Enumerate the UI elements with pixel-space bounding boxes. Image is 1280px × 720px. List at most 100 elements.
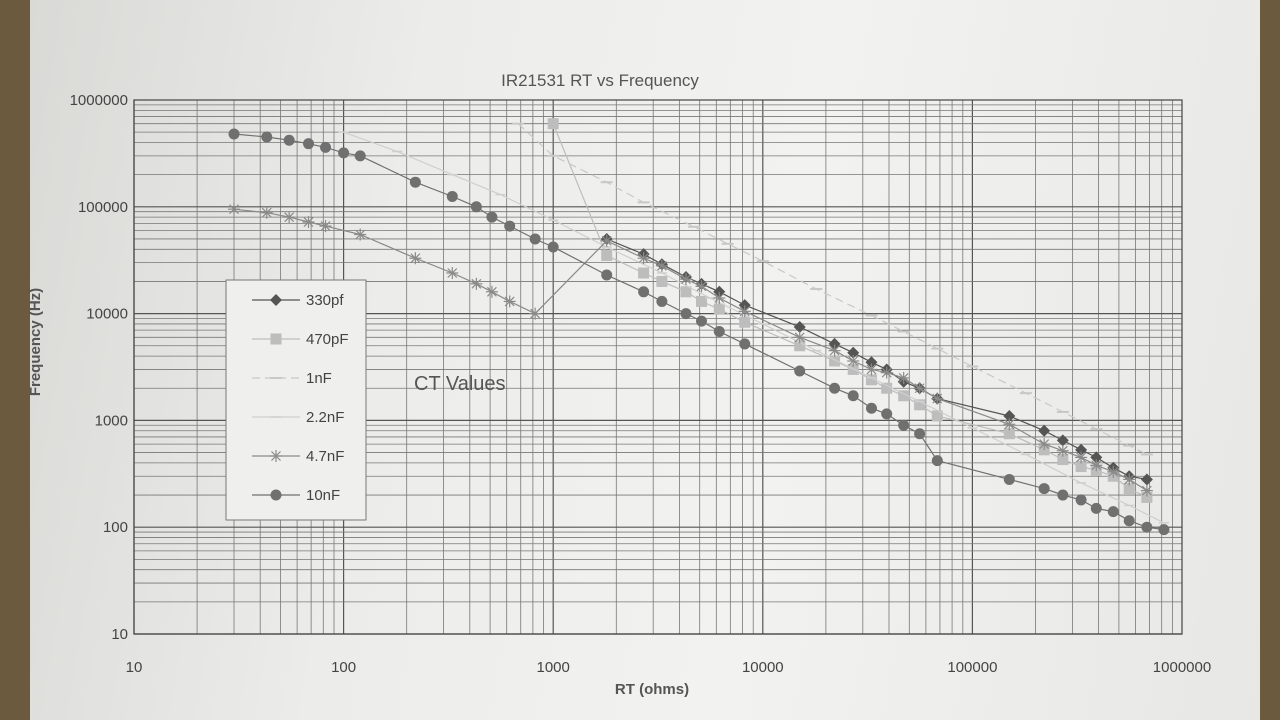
data-point-circle: [270, 489, 282, 501]
data-point-square: [601, 249, 613, 261]
data-point-circle: [446, 190, 458, 202]
data-point-asterisk: [270, 450, 282, 462]
data-point-square: [931, 410, 943, 422]
data-point-diamond: [1140, 473, 1153, 486]
data-point-circle: [656, 295, 668, 307]
y-tick-label: 1000: [95, 412, 128, 429]
data-point-circle: [1141, 521, 1153, 533]
data-point-diamond: [1056, 434, 1069, 447]
series-line: [233, 133, 1164, 531]
data-point-circle: [228, 128, 240, 140]
legend-item: 2.2nF: [252, 409, 344, 426]
data-point-square: [1141, 491, 1153, 503]
data-point-asterisk: [1140, 484, 1153, 497]
asterisk-stroke: [696, 281, 707, 292]
legend-item: 10nF: [252, 487, 340, 504]
data-point-asterisk: [695, 280, 708, 293]
data-point-asterisk: [828, 344, 841, 357]
y-tick-label: 100000: [78, 199, 128, 216]
data-point-diamond: [1075, 443, 1088, 456]
data-point-asterisk: [1003, 418, 1016, 431]
data-point-circle: [680, 308, 692, 320]
data-point-circle: [302, 138, 314, 150]
data-point-circle: [931, 455, 943, 467]
data-point-circle: [829, 382, 841, 394]
data-point-circle: [794, 365, 806, 377]
data-point-asterisk: [679, 273, 692, 286]
data-point-circle: [504, 220, 516, 232]
legend-item: 330pf: [252, 292, 344, 309]
y-tick-label: 10000: [86, 306, 128, 323]
asterisk-stroke: [471, 278, 482, 289]
data-point-asterisk: [931, 392, 944, 405]
plot-border: [133, 99, 1183, 635]
x-tick-label: 100000: [947, 659, 997, 676]
data-point-circle: [1158, 524, 1170, 536]
data-point-circle: [1123, 515, 1135, 527]
data-point-square: [865, 374, 877, 386]
data-point-diamond: [270, 294, 282, 306]
data-point-diamond: [1038, 424, 1051, 437]
x-tick-label: 1000000: [1153, 659, 1211, 676]
series-line: [517, 123, 1148, 455]
data-point-circle: [898, 419, 910, 431]
data-point-asterisk: [228, 203, 241, 216]
data-point-diamond: [1003, 409, 1016, 422]
data-point-square: [1123, 483, 1135, 495]
series-22nf: [338, 131, 1169, 524]
asterisk-stroke: [1124, 474, 1135, 485]
asterisk-stroke: [1039, 439, 1050, 450]
x-tick-label: 100: [331, 659, 356, 676]
legend-box: [225, 279, 367, 521]
data-point-square: [1057, 454, 1069, 466]
data-point-asterisk: [319, 220, 332, 233]
data-point-asterisk: [302, 216, 315, 229]
legend-item: 1nF: [252, 370, 332, 387]
data-point-asterisk: [446, 266, 459, 279]
data-point-asterisk: [1123, 473, 1136, 486]
legend-label: 4.7nF: [306, 448, 344, 465]
data-point-circle: [1038, 483, 1050, 495]
asterisk-stroke: [932, 393, 943, 404]
data-point-asterisk: [1107, 465, 1120, 478]
chart-title: IR21531 RT vs Frequency: [501, 71, 699, 90]
data-point-circle: [338, 147, 350, 159]
data-point-asterisk: [409, 252, 422, 265]
data-point-square: [829, 355, 841, 367]
asterisk-stroke: [794, 332, 805, 343]
plot-frame: [133, 99, 1183, 635]
asterisk-stroke: [739, 306, 750, 317]
series-10nf: [228, 128, 1170, 536]
data-point-asterisk: [354, 228, 367, 241]
data-point-asterisk: [637, 252, 650, 265]
asterisk-stroke: [914, 383, 925, 394]
legend-label: 470pF: [306, 331, 349, 348]
data-point-square: [696, 295, 708, 307]
data-point-circle: [739, 338, 751, 350]
data-point-circle: [1107, 506, 1119, 518]
asterisk-stroke: [284, 212, 295, 223]
legend-label: 1nF: [306, 370, 332, 387]
x-tick-label: 1000: [537, 659, 570, 676]
y-tick-label: 1000000: [70, 92, 128, 109]
y-axis-label: Frequency (Hz): [27, 288, 44, 396]
data-point-asterisk: [1038, 438, 1051, 451]
series-330pf: [600, 232, 1153, 486]
asterisk-stroke: [848, 356, 859, 366]
data-point-asterisk: [1075, 451, 1088, 464]
data-point-circle: [1075, 494, 1087, 506]
asterisk-stroke: [829, 345, 840, 356]
asterisk-stroke: [229, 204, 239, 215]
data-point-circle: [320, 141, 332, 153]
data-point-asterisk: [260, 206, 273, 219]
data-point-asterisk: [847, 354, 860, 367]
data-point-circle: [354, 150, 366, 162]
asterisk-stroke: [1004, 419, 1015, 430]
data-point-square: [739, 316, 751, 328]
data-point-circle: [847, 390, 859, 402]
data-point-circle: [261, 131, 273, 143]
asterisk-stroke: [320, 221, 331, 231]
data-point-asterisk: [713, 291, 726, 304]
asterisk-stroke: [447, 268, 458, 278]
data-point-circle: [696, 315, 708, 327]
